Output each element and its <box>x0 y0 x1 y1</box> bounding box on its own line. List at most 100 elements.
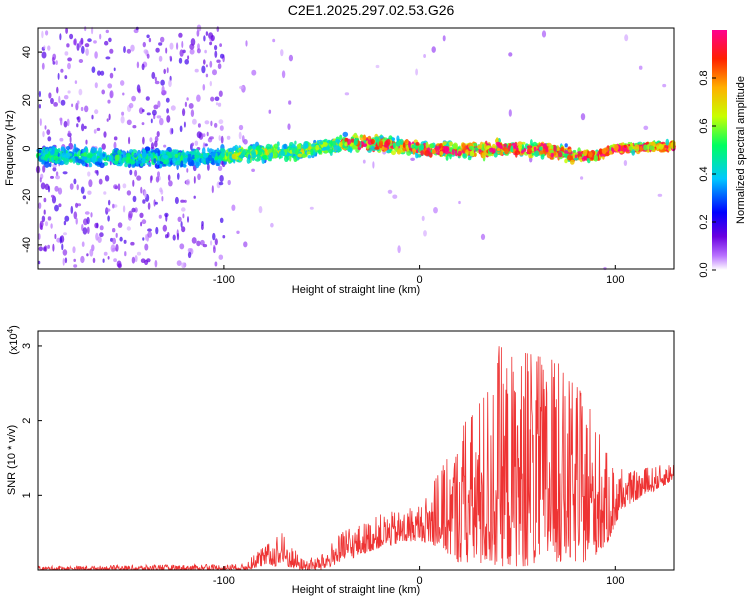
spectrogram-noise-point <box>227 179 231 186</box>
spectrogram-noise-point <box>65 27 68 34</box>
spectrogram-noise-point <box>59 236 62 244</box>
spectrogram-noise-point <box>109 72 114 79</box>
spectrogram-ridge-point <box>634 144 640 150</box>
spectrogram-ridge-point <box>141 151 147 158</box>
spectrogram-ridge-point <box>81 156 88 161</box>
spectrogram-noise-point <box>196 48 201 54</box>
spectrogram-noise-point <box>216 26 220 32</box>
spectrogram-ridge-point <box>497 147 501 152</box>
spectrogram-noise-point <box>309 206 314 210</box>
spectrogram-ridge-point <box>598 148 603 155</box>
spectrogram-noise-point <box>106 118 109 122</box>
spectrogram-ridge-point <box>495 137 499 144</box>
spectrogram-noise-point <box>47 45 51 51</box>
colorbar-tick-label: 0.0 <box>698 262 710 277</box>
spectrogram-noise-point <box>94 51 98 59</box>
spectrogram-noise-point <box>81 123 85 132</box>
spectrogram-ridge-point <box>452 142 459 150</box>
spectrogram-noise-point <box>54 185 59 192</box>
spectrogram-ridge-point <box>280 151 286 156</box>
spectrogram-noise-point <box>104 175 110 182</box>
spectrogram-noise-point <box>180 221 183 228</box>
spectrogram-ridge-point <box>311 146 317 150</box>
spectrogram-ridge-point <box>102 153 106 157</box>
colorbar-tick-label: 0.2 <box>698 214 710 229</box>
spectrogram-ridge-point <box>446 153 452 157</box>
spectrogram-noise-point <box>91 66 96 73</box>
spectrogram-ridge-point <box>295 149 299 156</box>
spectrogram-ridge-point <box>301 153 307 158</box>
spectrogram-noise-point <box>159 117 164 126</box>
snr-x-tick-label: -100 <box>213 575 235 587</box>
spectrogram-noise-point <box>137 88 141 94</box>
spectrogram-noise-point <box>151 142 154 150</box>
spectrogram-ridge-point <box>608 150 613 155</box>
spectrogram-ridge-point <box>631 149 636 156</box>
spectrogram-noise-point <box>205 73 209 78</box>
spectrogram-noise-point <box>84 43 90 48</box>
spectrogram-noise-point <box>96 170 99 176</box>
spectrogram-noise-point <box>88 179 93 188</box>
spectrogram-noise-point <box>638 65 643 70</box>
spectrogram-ridge-point <box>74 147 79 153</box>
spectrogram-noise-point <box>196 240 201 247</box>
spectrogram-noise-point <box>142 109 145 113</box>
spectrogram-ridge-point <box>65 146 71 150</box>
spectrogram-noise-point <box>140 258 146 264</box>
spectrogram-ridge-point <box>415 153 419 159</box>
spectrogram-ridge-point <box>339 134 343 141</box>
spectrogram-ridge-point <box>303 143 309 149</box>
spectrogram-noise-point <box>220 53 224 59</box>
spectrogram-ridge-point <box>378 140 384 147</box>
spectrogram-ridge-point <box>374 146 380 150</box>
spectrogram-ridge-point <box>98 147 103 154</box>
spectrogram-noise-point <box>212 232 216 241</box>
spectrogram-noise-point <box>179 243 185 250</box>
spectrogram-ridge-point <box>187 153 193 158</box>
spectrogram-noise-point <box>128 102 134 109</box>
spectrogram-noise-point <box>162 224 167 232</box>
spectrogram-ridge-point <box>194 154 200 159</box>
spectrogram-noise-point <box>115 244 119 252</box>
spectrogram-ridge-point <box>182 164 187 168</box>
spectrogram-noise-point <box>55 171 59 177</box>
spectrogram-noise-point <box>64 215 70 222</box>
spectrogram-noise-point <box>182 213 185 219</box>
spectrogram-ridge-point <box>201 157 205 163</box>
spectrogram-noise-point <box>67 90 71 94</box>
spectrogram-noise-point <box>179 125 183 133</box>
spectrogram-noise-point <box>205 31 209 36</box>
spectrogram-noise-point <box>80 255 85 264</box>
spectrogram-noise-point <box>189 43 195 50</box>
spectrogram-noise-point <box>141 122 145 126</box>
spectrogram-noise-point <box>50 223 53 229</box>
spectrogram-noise-point <box>132 179 135 187</box>
spectrogram-noise-point <box>375 64 380 69</box>
spectrogram-noise-point <box>94 82 98 89</box>
spectrogram-noise-point <box>69 135 72 144</box>
spectrogram-noise-point <box>217 102 222 107</box>
spectrogram-ridge-point <box>445 155 449 161</box>
spectrogram-ridge-point <box>144 146 151 152</box>
spectrogram-noise-point <box>78 41 82 48</box>
spectrogram-x-tick-label: 0 <box>417 274 423 286</box>
spectrogram-ridge-point <box>54 160 60 164</box>
spectrogram-ridge-point <box>164 157 169 165</box>
spectrogram-ridge-point <box>128 158 133 163</box>
spectrogram-noise-point <box>62 249 68 256</box>
spectrogram-noise-point <box>154 80 160 85</box>
spectrogram-noise-point <box>73 38 77 46</box>
spectrogram-noise-point <box>179 49 184 57</box>
spectrogram-noise-point <box>203 59 206 65</box>
snr-x-tick-label: 100 <box>606 575 624 587</box>
spectrogram-ridge-point <box>174 154 179 158</box>
spectrogram-noise-point <box>134 169 138 177</box>
spectrogram-noise-point <box>156 131 160 137</box>
spectrogram-noise-point <box>155 176 160 183</box>
spectrogram-noise-point <box>59 137 64 142</box>
spectrogram-noise-point <box>57 72 60 80</box>
spectrogram-noise-point <box>38 90 42 98</box>
spectrogram-noise-point <box>140 186 143 194</box>
spectrogram-ridge-point <box>503 143 507 148</box>
spectrogram-noise-point <box>126 119 132 126</box>
